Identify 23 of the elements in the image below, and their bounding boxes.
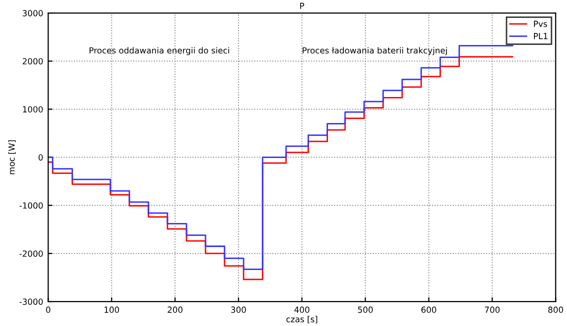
annotation: Proces ładowania baterii trakcyjnej: [302, 47, 447, 56]
x-tick-label: 400: [294, 306, 310, 313]
y-axis-title: moc [W]: [8, 140, 16, 174]
y-tick-label: -2000: [20, 250, 43, 257]
legend-label: PL1: [534, 33, 548, 40]
x-tick-label: 700: [484, 306, 500, 313]
x-axis-title: czas [s]: [286, 316, 318, 324]
x-tick-label: 600: [421, 306, 436, 313]
y-tick-label: 1000: [23, 106, 43, 112]
y-tick-label: 2000: [22, 58, 43, 64]
annotation: Proces oddawania energii do sieci: [90, 47, 230, 56]
x-tick-label: 500: [358, 306, 373, 313]
y-tick-label: -3000: [20, 298, 43, 305]
y-tick-label: 3000: [22, 10, 43, 16]
y-tick-label: 0: [38, 154, 43, 161]
y-tick-label: -1000: [20, 202, 43, 209]
chart-title: P: [300, 2, 304, 9]
x-tick-label: 800: [548, 306, 564, 313]
x-tick-label: 200: [168, 306, 182, 313]
x-tick-label: 0: [46, 306, 50, 313]
x-tick-label: 300: [231, 306, 246, 313]
legend-label: Pvs: [534, 20, 548, 27]
x-tick-label: 100: [104, 306, 120, 313]
